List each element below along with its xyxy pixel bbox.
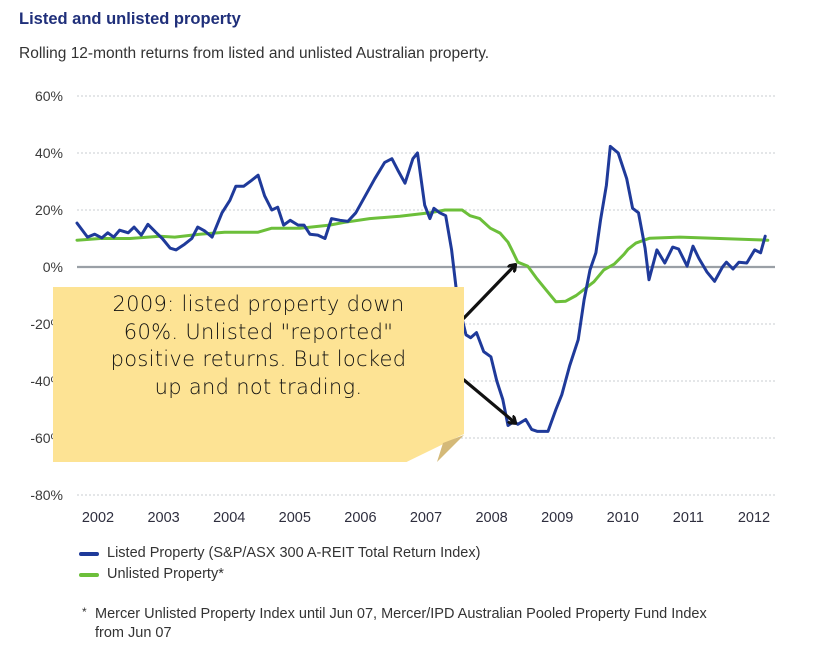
chart-subtitle: Rolling 12-month returns from listed and… <box>19 45 490 62</box>
annotation-line: 2009: listed property down <box>112 292 405 316</box>
legend-swatch-unlisted <box>79 572 99 577</box>
footnote-text: Mercer Unlisted Property Index until Jun… <box>95 606 707 641</box>
x-tick-label: 2008 <box>475 510 507 526</box>
chart-title: Listed and unlisted property <box>19 10 241 28</box>
x-tick-label: 2011 <box>673 510 704 526</box>
footnote-marker: * <box>82 605 87 619</box>
x-axis-ticks: 2002 2003 2004 2005 2006 2007 2008 2009 2010 2011… <box>82 510 770 526</box>
annotation-text: 2009: listed property down 60%. Unlisted… <box>53 291 464 401</box>
annotation-arrow <box>462 378 515 423</box>
sticky-note <box>53 287 464 462</box>
series-line-unlisted <box>75 208 770 304</box>
annotation-arrows <box>462 265 515 423</box>
y-tick-label: -80% <box>30 487 63 503</box>
series-lines <box>75 144 770 433</box>
annotation-line: positive returns. But locked <box>110 347 407 371</box>
x-tick-label: 2010 <box>607 510 639 526</box>
annotation-arrow <box>462 265 515 320</box>
x-tick-label: 2007 <box>410 510 442 526</box>
annotation-line: 60%. Unlisted "reported" <box>123 319 394 344</box>
legend-item-listed: Listed Property (S&P/ASX 300 A-REIT Tota… <box>79 543 480 564</box>
legend-swatch-listed <box>79 551 99 556</box>
annotation-line: up and not trading. <box>154 374 363 399</box>
x-tick-label: 2004 <box>213 510 245 526</box>
x-tick-label: 2003 <box>147 510 179 526</box>
footnote: * Mercer Unlisted Property Index until J… <box>82 605 722 643</box>
legend: Listed Property (S&P/ASX 300 A-REIT Tota… <box>79 543 480 585</box>
x-tick-label: 2006 <box>344 510 376 526</box>
y-tick-label: 60% <box>35 88 63 104</box>
legend-item-unlisted: Unlisted Property* <box>79 564 480 585</box>
legend-label-listed: Listed Property (S&P/ASX 300 A-REIT Tota… <box>107 545 481 561</box>
y-tick-label: 0% <box>43 259 63 275</box>
y-tick-label: 20% <box>35 202 63 218</box>
x-tick-label: 2012 <box>738 510 770 526</box>
legend-label-unlisted: Unlisted Property* <box>107 566 224 582</box>
y-tick-label: 40% <box>35 145 63 161</box>
x-tick-label: 2009 <box>541 510 573 526</box>
note-folded-corner <box>437 435 464 462</box>
series-line-listed <box>75 144 767 433</box>
x-tick-label: 2002 <box>82 510 114 526</box>
x-tick-label: 2005 <box>279 510 311 526</box>
